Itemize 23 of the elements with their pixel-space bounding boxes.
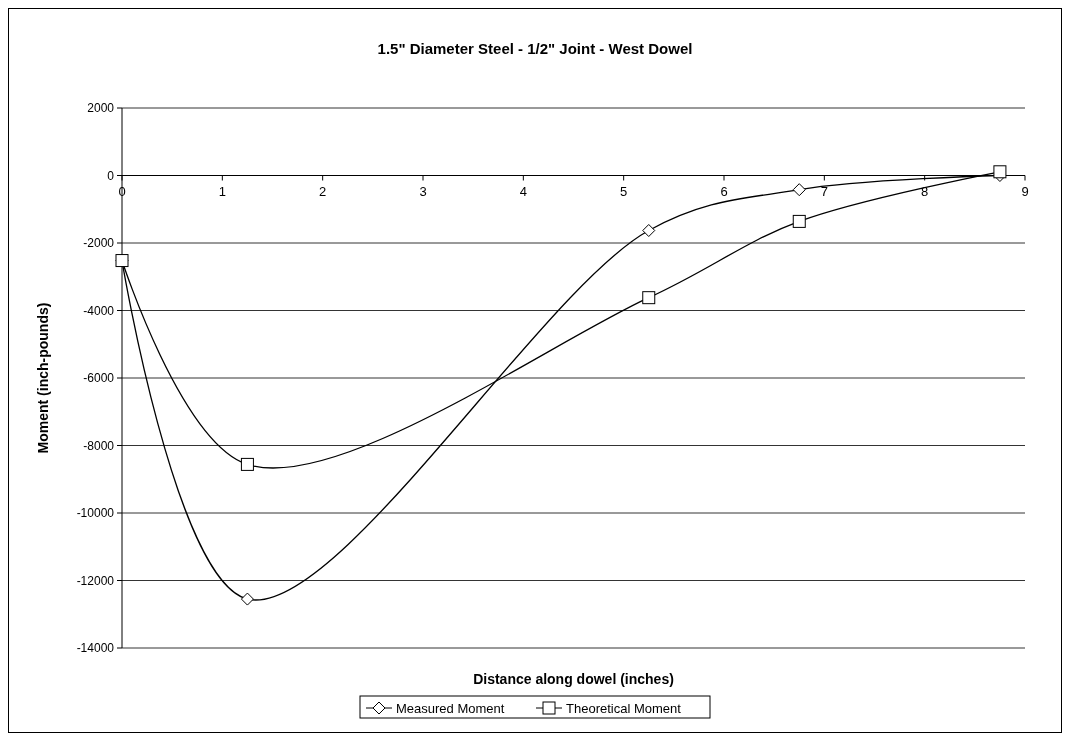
x-tick-label: 0: [118, 183, 126, 199]
x-axis-title: Distance along dowel (inches): [473, 671, 674, 687]
legend-label: Measured Moment: [396, 701, 505, 716]
legend-label: Theoretical Moment: [566, 701, 682, 716]
y-tick-label: -14000: [76, 641, 115, 655]
x-tick-label: 4: [519, 183, 527, 199]
x-tick-label: 7: [820, 183, 828, 199]
y-tick-label: -8000: [83, 438, 115, 453]
chart-title: 1.5" Diameter Steel - 1/2" Joint - West Dowel: [377, 40, 693, 57]
y-tick-label: -4000: [83, 303, 115, 318]
y-tick-label: 2000: [87, 101, 115, 115]
x-tick-label: 6: [720, 183, 728, 199]
y-tick-label: -6000: [83, 371, 115, 385]
x-tick-label: 3: [419, 183, 427, 199]
y-tick-label: -12000: [76, 573, 115, 588]
x-tick-label: 1: [218, 183, 226, 199]
y-tick-label: -10000: [76, 506, 115, 520]
y-axis-title: Moment (inch-pounds): [35, 302, 51, 454]
y-tick-label: -2000: [83, 236, 115, 250]
y-tick-label: 0: [107, 168, 115, 183]
x-tick-label: 9: [1021, 183, 1029, 199]
x-tick-label: 2: [319, 183, 327, 199]
x-tick-label: 5: [620, 183, 628, 199]
